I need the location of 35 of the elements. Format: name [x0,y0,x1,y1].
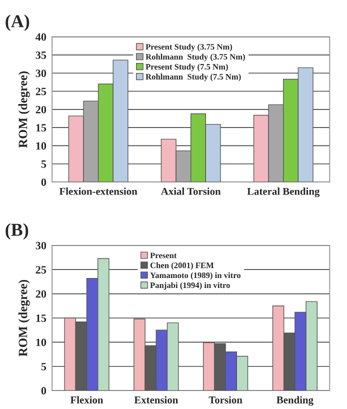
y-tick-label: 20 [36,290,46,298]
chart-title: (B) [6,223,28,240]
y-tick-label: 40 [36,33,46,41]
chart-title: (A) [6,14,30,31]
x-tick-label: Flexion-extension [59,188,138,195]
legend-label: Rohlmann Study (3.75 Nm) [146,54,245,62]
y-tick-label: 35 [36,51,46,59]
y-tick-label: 20 [36,106,46,114]
y-tick-label: 10 [36,142,46,150]
x-tick-label: Axial Torsion [160,188,221,195]
y-tick-label: 15 [36,124,46,132]
legend-label: Present Study (3.75 Nm) [146,44,232,52]
y-tick-label: 10 [36,338,46,346]
y-tick-label: 15 [36,314,46,322]
x-tick-label: Bending [276,396,314,406]
y-tick-label: 0 [41,178,46,186]
legend-label: Panjabi (1994) in vitro [150,282,230,290]
y-axis-title: ROM (degree) [18,71,30,148]
x-tick-label: Torsion [208,396,242,404]
legend-label: Present Study (7.5 Nm) [146,64,228,72]
y-tick-label: 5 [41,160,46,168]
y-tick-label: 0 [41,387,46,395]
legend-label: Rohlmann Study (7.5 Nm) [146,74,241,82]
y-tick-label: 5 [41,362,46,370]
legend-label: Present [150,252,177,258]
y-tick-label: 25 [36,266,46,274]
legend-label: Chen (2001) FEM [150,262,214,270]
x-tick-label: Flexion [70,396,104,404]
y-tick-label: 30 [36,70,46,78]
y-tick-label: 30 [36,242,46,250]
y-axis-title: ROM (degree) [18,280,30,356]
legend-label: Yamamoto (1989) in vitro [150,272,241,280]
y-tick-label: 25 [36,88,46,96]
x-tick-label: Extension [134,396,178,404]
x-tick-label: Lateral Bending [247,188,320,198]
